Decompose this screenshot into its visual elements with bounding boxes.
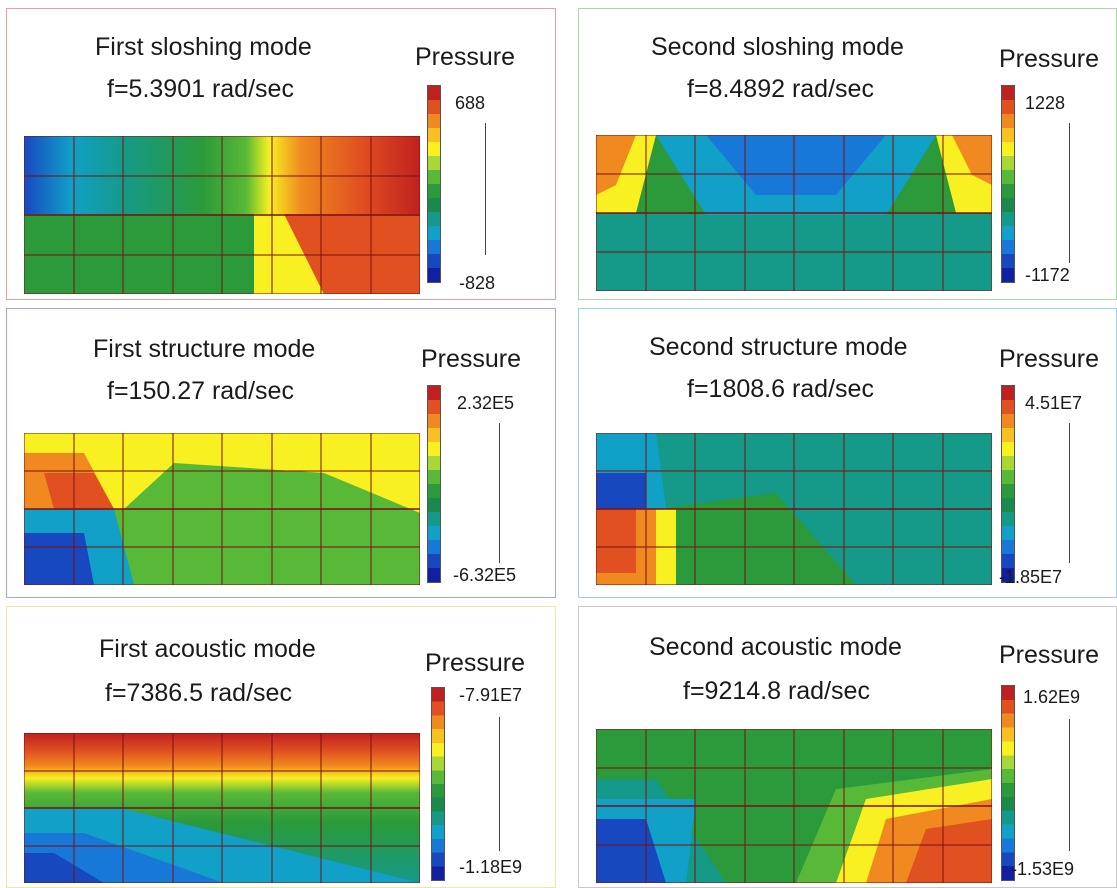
legend-title: Pressure (421, 345, 522, 373)
legend-max: -7.91E7 (459, 685, 523, 705)
legend-min: -828 (459, 273, 496, 293)
legend-range-line (1069, 423, 1070, 563)
legend-max: 1.62E9 (1023, 687, 1081, 707)
legend-max: 1228 (1025, 93, 1066, 113)
legend-min: -1172 (1025, 265, 1070, 285)
mesh-grid (24, 733, 420, 883)
mode-frequency: f=8.4892 rad/sec (687, 75, 874, 103)
mode-panel: Second acoustic mode f=9214.8 rad/sec Pr… (578, 606, 1117, 888)
mode-title: First sloshing mode (95, 33, 312, 61)
legend-max: 4.51E7 (1025, 393, 1083, 413)
mesh-grid (596, 135, 992, 291)
mesh-grid (24, 136, 420, 294)
mode-frequency: f=5.3901 rad/sec (107, 75, 294, 103)
mesh-grid (596, 729, 992, 883)
legend-title: Pressure (415, 43, 516, 71)
pressure-contour-plot (24, 733, 420, 883)
legend-range-line (485, 123, 486, 255)
legend-title: Pressure (425, 649, 526, 677)
mode-frequency: f=1808.6 rad/sec (687, 375, 874, 403)
legend-title: Pressure (999, 345, 1100, 373)
mode-frequency: f=150.27 rad/sec (107, 377, 294, 405)
legend-range-line (1069, 719, 1070, 851)
legend-min: -1.53E9 (1011, 859, 1075, 879)
pressure-contour-plot (24, 433, 420, 585)
legend-max: 688 (455, 93, 486, 113)
mesh-grid (596, 433, 992, 585)
colorbar (427, 85, 441, 283)
mode-panel: First sloshing mode f=5.3901 rad/sec Pre… (6, 8, 556, 300)
legend-min: -6.32E5 (453, 565, 517, 585)
legend-range-line (499, 423, 500, 563)
mode-title: Second sloshing mode (651, 33, 904, 61)
legend-range-line (499, 717, 500, 851)
mode-title: First acoustic mode (99, 635, 316, 663)
legend-title: Pressure (999, 641, 1100, 669)
mode-panel: First acoustic mode f=7386.5 rad/sec Pre… (6, 606, 556, 888)
colorbar (1001, 85, 1015, 283)
colorbar (1001, 685, 1015, 881)
colorbar (1001, 385, 1015, 583)
legend-range-line (1069, 123, 1070, 263)
colorbar (431, 687, 445, 881)
legend-min: -1.85E7 (999, 567, 1063, 587)
mode-title: First structure mode (93, 335, 316, 363)
mode-title: Second structure mode (649, 333, 908, 361)
mode-frequency: f=7386.5 rad/sec (105, 679, 292, 707)
legend-title: Pressure (999, 45, 1100, 73)
colorbar (427, 385, 441, 583)
legend-max: 2.32E5 (457, 393, 515, 413)
mode-frequency: f=9214.8 rad/sec (683, 677, 870, 705)
pressure-contour-plot (596, 433, 992, 585)
pressure-contour-plot (596, 135, 992, 291)
mode-panel: Second sloshing mode f=8.4892 rad/sec Pr… (578, 8, 1117, 300)
pressure-contour-plot (596, 729, 992, 883)
mode-title: Second acoustic mode (649, 633, 902, 661)
mode-panel: Second structure mode f=1808.6 rad/sec P… (578, 308, 1117, 598)
mode-panel: First structure mode f=150.27 rad/sec Pr… (6, 308, 556, 598)
mesh-grid (24, 433, 420, 585)
pressure-contour-plot (24, 136, 420, 294)
legend-min: -1.18E9 (459, 857, 523, 877)
